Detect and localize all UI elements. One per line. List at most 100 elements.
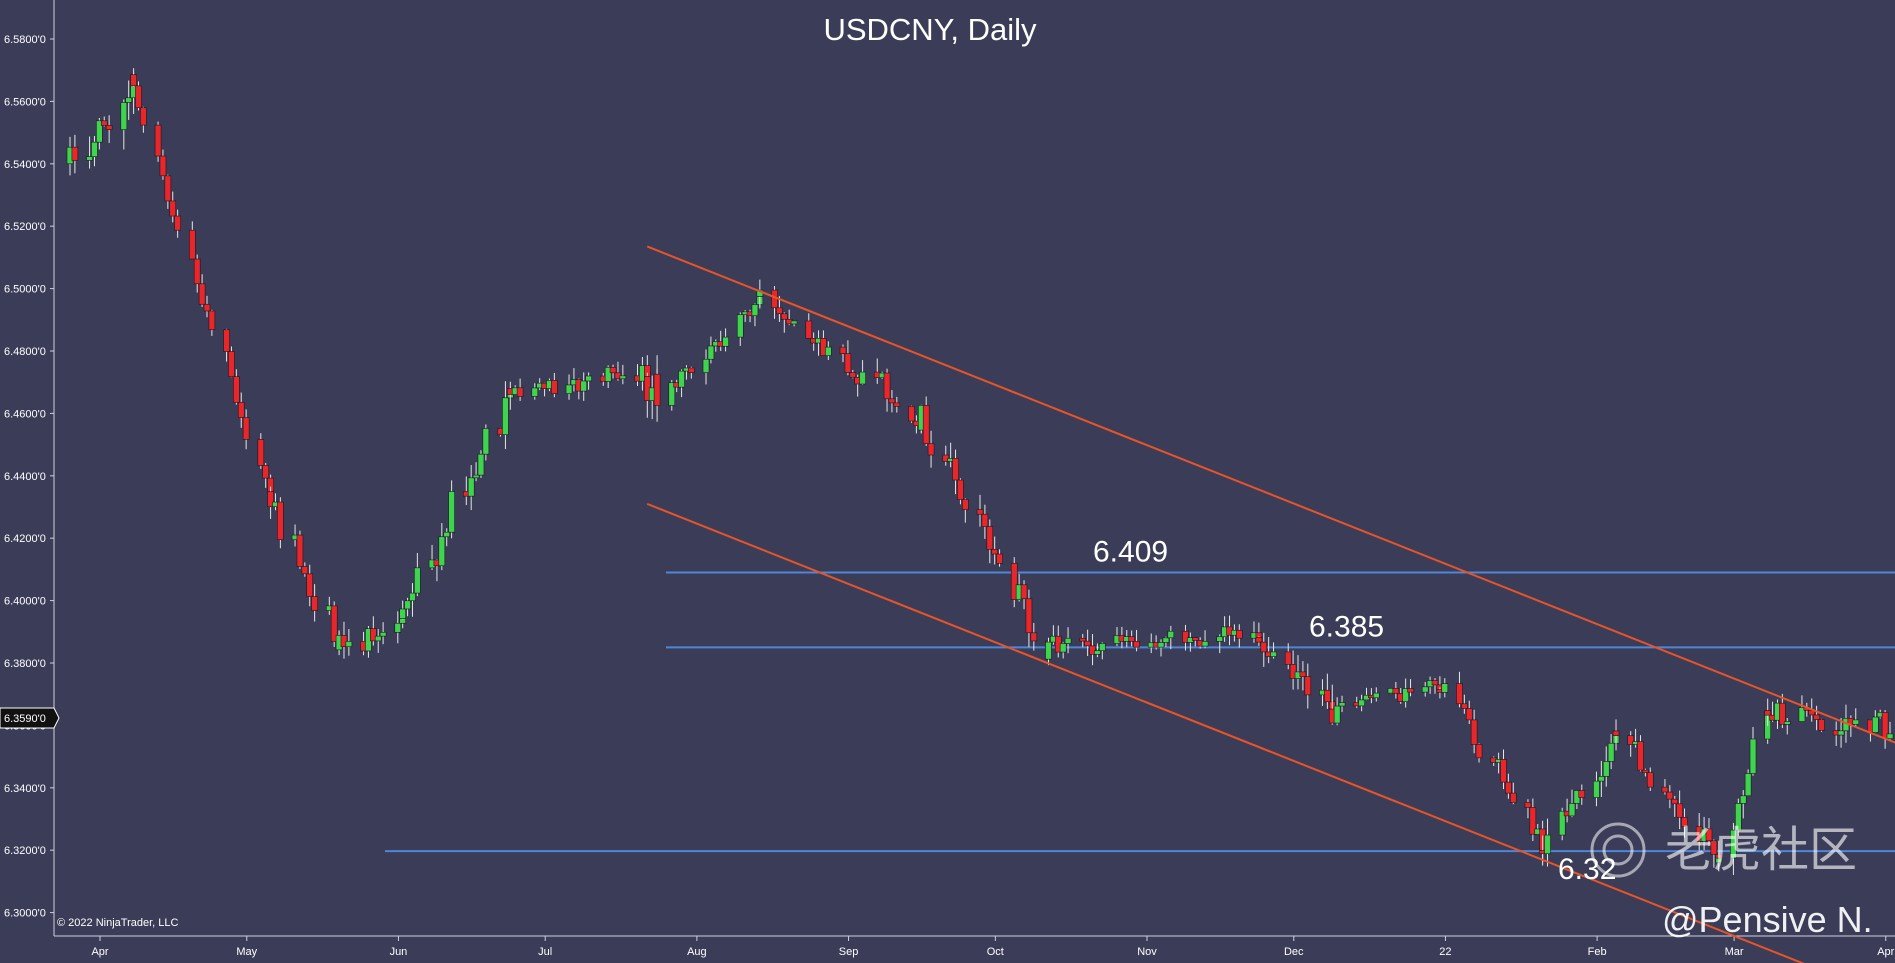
candle (1045, 637, 1052, 666)
candle (1030, 622, 1038, 651)
candle (100, 116, 108, 127)
candle (198, 274, 206, 307)
candle (1392, 682, 1400, 699)
candle (1167, 625, 1175, 650)
candle (1133, 629, 1140, 652)
candle (1470, 709, 1478, 754)
candle (1324, 673, 1331, 709)
x-tick-label: 22 (1439, 946, 1451, 958)
candle (1020, 580, 1028, 610)
candle (242, 409, 250, 450)
x-tick-label: Dec (1284, 946, 1304, 958)
candle (330, 601, 338, 647)
y-tick-label: 6.4200'0 (4, 533, 46, 545)
channel-lines (646, 245, 1895, 963)
current-price-label: 6.3590'0 (4, 713, 46, 725)
channel-line (646, 502, 1805, 963)
candle (585, 372, 592, 390)
candle (1744, 769, 1752, 797)
candle (409, 583, 416, 617)
candle (1461, 694, 1468, 714)
candle (189, 221, 196, 260)
candle (120, 99, 128, 150)
tiger-watermark: 老虎社区 @Pensive N. (1590, 822, 1873, 940)
candle (1612, 719, 1620, 745)
candle (1681, 808, 1688, 838)
candle (516, 378, 524, 401)
candle (580, 372, 588, 401)
candle (164, 174, 172, 209)
candle (1598, 760, 1605, 797)
candle (1779, 693, 1786, 729)
candle (1284, 643, 1292, 670)
candle (609, 364, 617, 379)
candle (414, 552, 421, 597)
candle (722, 328, 729, 352)
candle (859, 360, 866, 385)
candle (296, 530, 304, 570)
candle (1607, 734, 1615, 770)
candle (805, 313, 813, 339)
candle (962, 498, 969, 523)
candle (751, 303, 759, 327)
candle (688, 366, 695, 379)
candle (1084, 629, 1091, 657)
candle (311, 584, 318, 622)
axes: 6.5800'0 6.5600'0 6.5400'0 6.5200'0 6.5000'0… (4, 0, 1895, 958)
candle (379, 622, 387, 645)
candle (1783, 717, 1791, 735)
candle (991, 536, 998, 565)
candle (228, 346, 235, 378)
candle (1642, 768, 1649, 777)
x-tick-label: May (236, 946, 257, 958)
candle (1886, 721, 1894, 741)
candle (1465, 700, 1473, 724)
y-tick-label: 6.5000'0 (4, 284, 46, 296)
candle (203, 295, 211, 318)
level-label: 6.409 (1093, 536, 1168, 569)
candle (952, 449, 959, 495)
candle (1338, 695, 1346, 713)
candle (678, 369, 685, 398)
candle (1509, 782, 1517, 805)
candle (702, 349, 710, 385)
candle (1441, 678, 1449, 698)
candle (71, 134, 79, 174)
candle (1128, 630, 1135, 647)
candle (438, 523, 446, 571)
candle (1637, 735, 1644, 772)
candle (1735, 798, 1742, 837)
candle (399, 600, 406, 620)
candle (223, 328, 230, 362)
candle (267, 486, 274, 519)
candle (1646, 767, 1654, 791)
candle (1705, 818, 1713, 846)
candle (1764, 710, 1771, 727)
candle (1837, 717, 1845, 748)
candle (1270, 642, 1277, 659)
candle (154, 121, 162, 162)
candle (1715, 853, 1723, 870)
candle (1529, 798, 1537, 841)
candle (1407, 679, 1414, 697)
candle (277, 497, 284, 549)
channel-line (646, 245, 1895, 744)
candle (1813, 705, 1820, 731)
candle (893, 396, 901, 413)
candlesticks (66, 68, 1894, 875)
candle (1064, 627, 1072, 654)
candle (922, 396, 930, 446)
candle (1402, 678, 1409, 708)
candle (159, 149, 167, 180)
candle (1558, 807, 1566, 841)
candle (1010, 557, 1018, 608)
candle (125, 80, 133, 120)
candle (1157, 639, 1165, 657)
candle (1627, 731, 1634, 757)
candle (257, 433, 265, 469)
candle (707, 336, 715, 364)
candle (262, 463, 269, 488)
x-tick-label: Feb (1588, 946, 1607, 958)
x-tick-label: Aug (687, 946, 707, 958)
